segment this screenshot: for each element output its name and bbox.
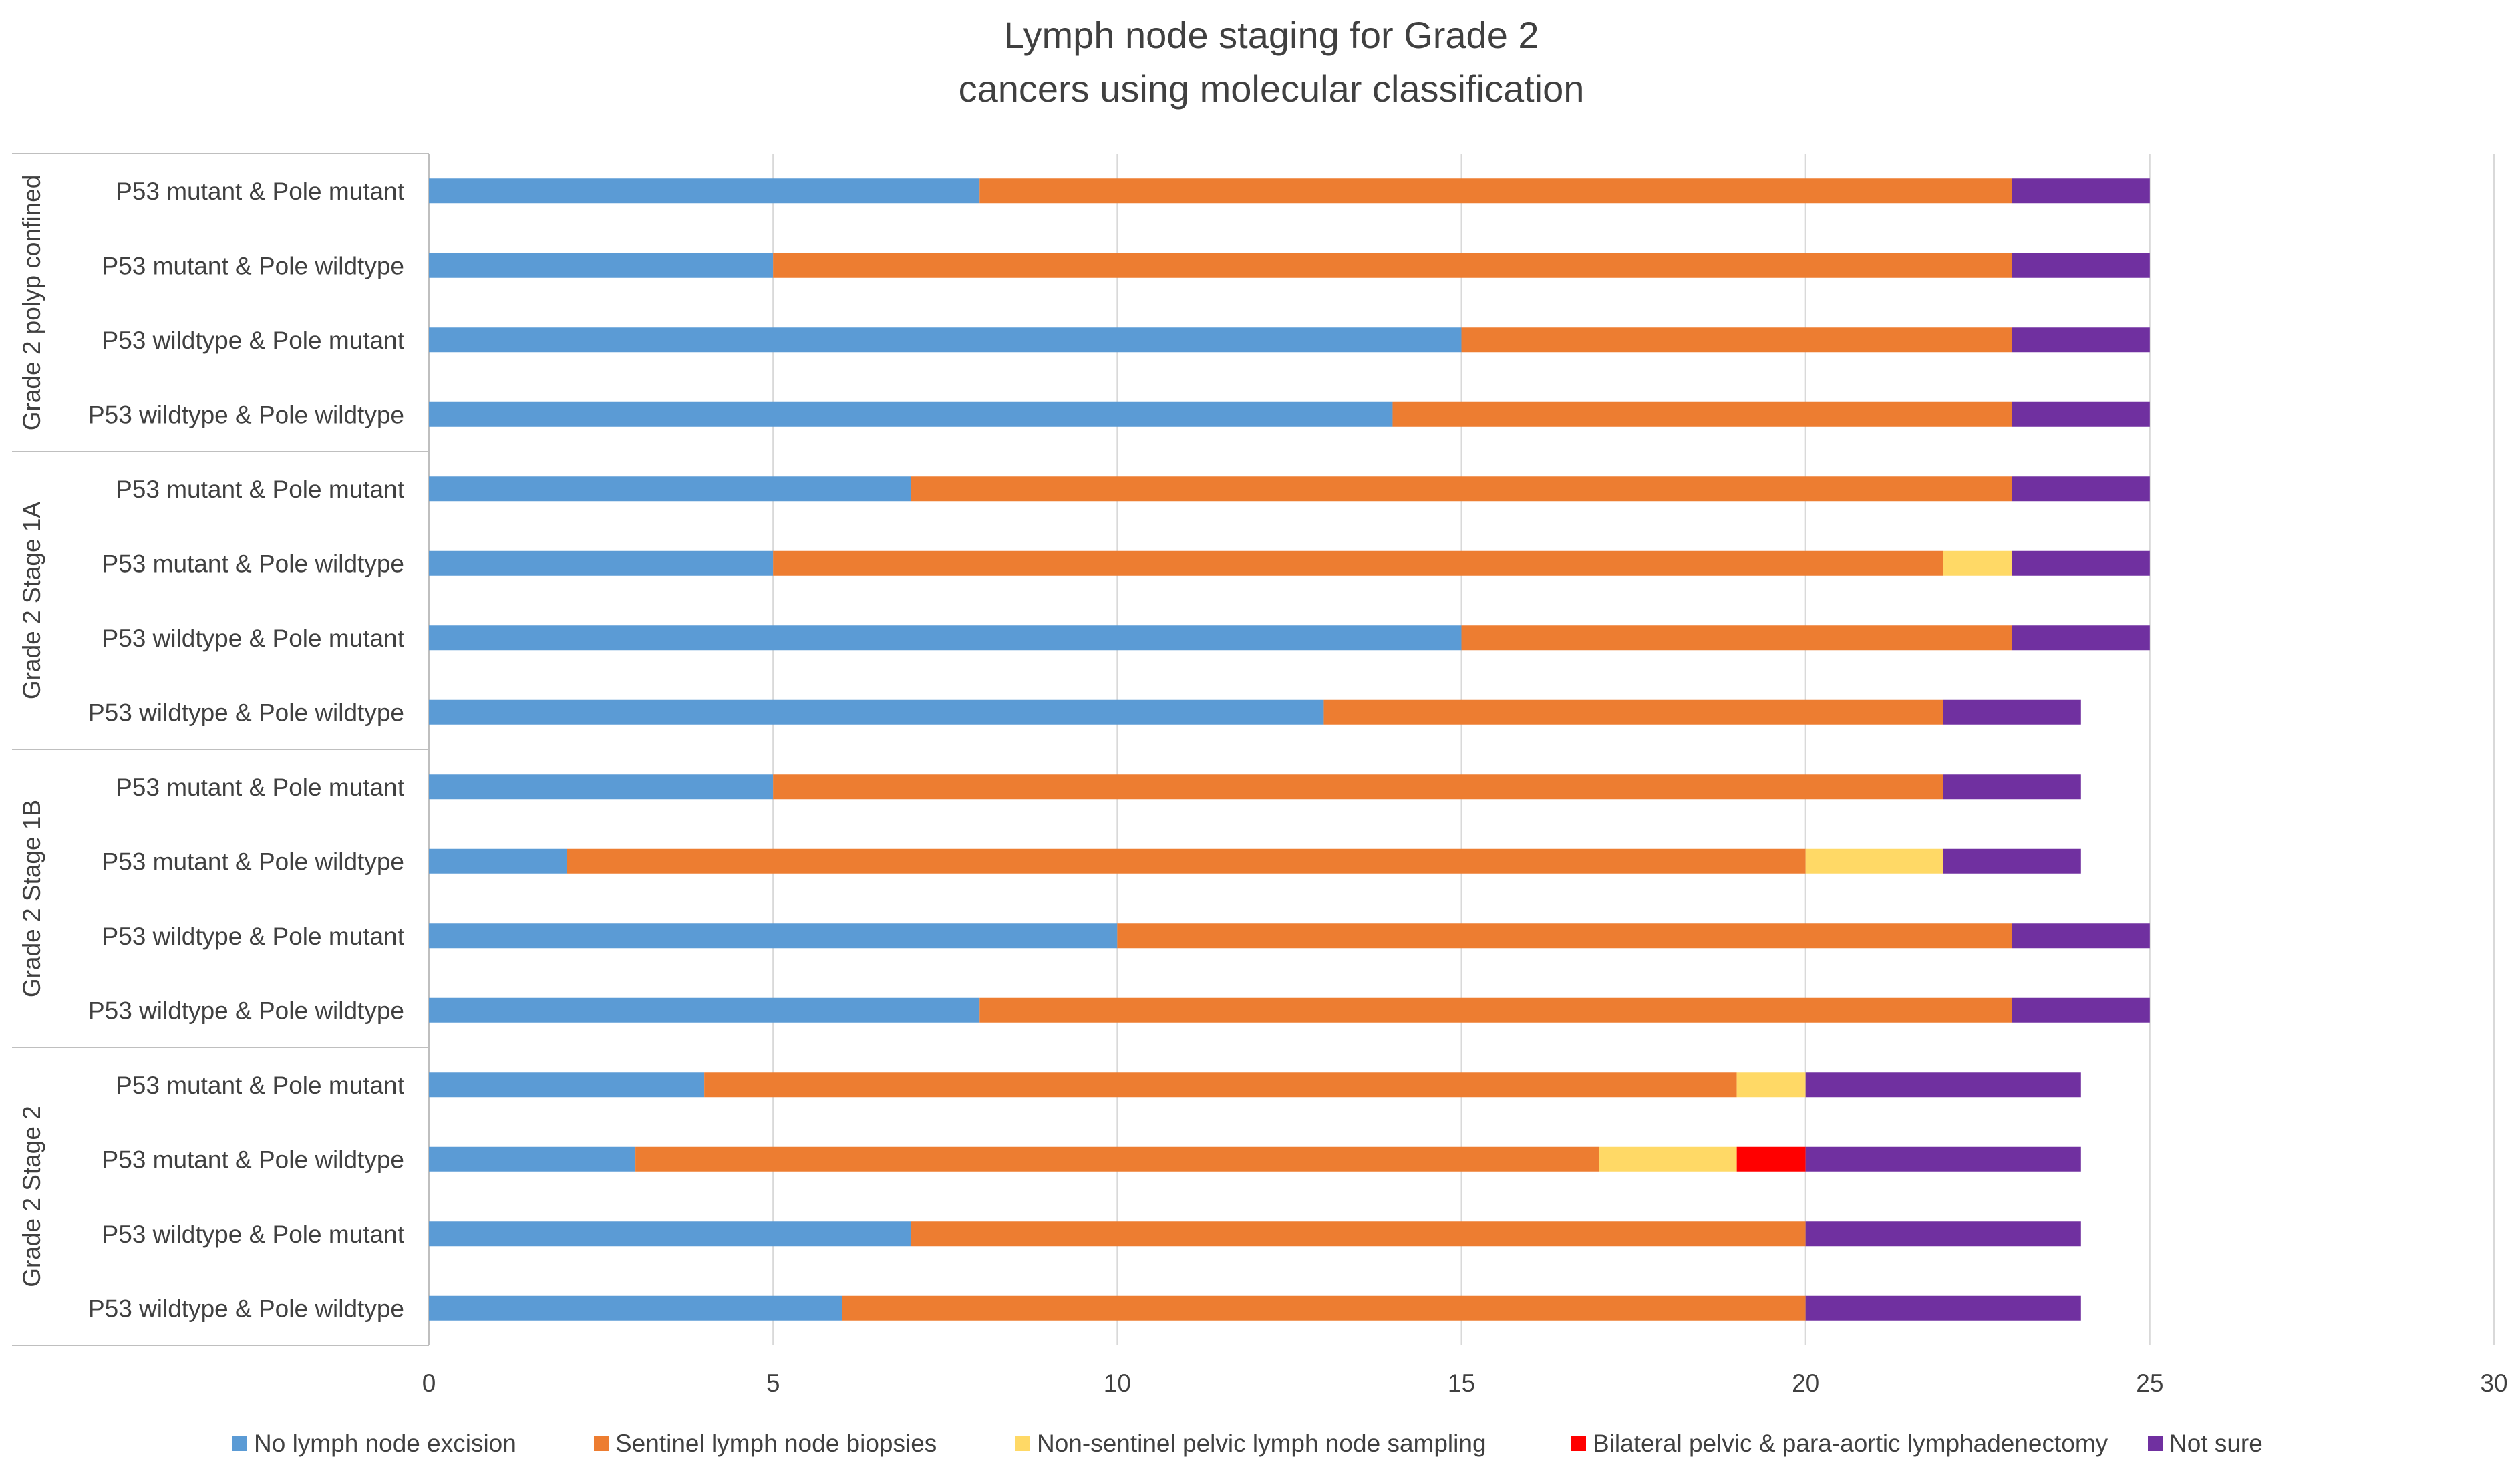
bar-segment xyxy=(1805,1295,2081,1321)
bar-segment xyxy=(429,1072,705,1098)
group-label: Grade 2 Stage 1A xyxy=(18,502,45,700)
bar-segment xyxy=(2012,327,2150,353)
bar-segment xyxy=(635,1146,1599,1172)
bar-segment xyxy=(979,997,2012,1023)
bar-segment xyxy=(2012,550,2150,576)
bar-segment xyxy=(773,550,1943,576)
group-label: Grade 2 polyp confined xyxy=(18,175,45,431)
category-label: P53 mutant & Pole mutant xyxy=(116,178,405,205)
bar-segment xyxy=(429,327,1462,353)
category-label: P53 mutant & Pole wildtype xyxy=(102,252,404,279)
bar-segment xyxy=(2012,401,2150,427)
x-tick-label: 10 xyxy=(1104,1369,1131,1397)
bar-segment xyxy=(1461,327,2012,353)
legend-label: Not sure xyxy=(2169,1430,2263,1457)
category-label: P53 wildtype & Pole wildtype xyxy=(88,1295,404,1322)
group-label: Grade 2 Stage 2 xyxy=(18,1106,45,1287)
bar-segment xyxy=(429,997,980,1023)
bar-segment xyxy=(1943,699,2081,725)
group-label: Grade 2 Stage 1B xyxy=(18,800,45,997)
bar-segment xyxy=(1805,1146,2081,1172)
bar-segment xyxy=(2012,178,2150,204)
category-label: P53 wildtype & Pole mutant xyxy=(102,923,405,950)
legend-swatch xyxy=(2148,1436,2163,1451)
category-label: P53 mutant & Pole mutant xyxy=(116,1072,405,1099)
bar-segment xyxy=(2012,923,2150,949)
category-label: P53 wildtype & Pole mutant xyxy=(102,1220,405,1248)
legend-swatch xyxy=(1015,1436,1030,1451)
x-tick-label: 5 xyxy=(766,1369,780,1397)
category-label: P53 mutant & Pole mutant xyxy=(116,476,405,503)
legend-swatch xyxy=(594,1436,609,1451)
bar-segment xyxy=(2012,253,2150,278)
bar-segment xyxy=(979,178,2012,204)
bar-segment xyxy=(1805,848,1943,874)
bar-segment xyxy=(842,1295,1806,1321)
x-tick-label: 25 xyxy=(2136,1369,2163,1397)
bar-segment xyxy=(1392,401,2012,427)
x-tick-label: 30 xyxy=(2480,1369,2507,1397)
category-label: P53 wildtype & Pole wildtype xyxy=(88,401,404,428)
bar-segment xyxy=(429,923,1118,949)
legend-label: Bilateral pelvic & para-aortic lymphaden… xyxy=(1593,1430,2108,1457)
plot-area: 0 5 10 15 20 25 30 Grade 2 polyp confined P53 mu… xyxy=(12,153,2508,1397)
legend-label: No lymph node excision xyxy=(254,1430,516,1457)
bar-segment xyxy=(1943,550,2012,576)
bar-segment xyxy=(1736,1146,1806,1172)
bar-segment xyxy=(429,550,774,576)
bar-segment xyxy=(773,774,1943,800)
legend: No lymph node excision Sentinel lymph nod… xyxy=(232,1430,2263,1457)
chart-title-line-1: Lymph node staging for Grade 2 xyxy=(1003,14,1539,56)
chart-title-line-2: cancers using molecular classification xyxy=(959,67,1585,110)
bar-segment xyxy=(429,625,1462,651)
bar-segment xyxy=(429,774,774,800)
x-tick-label: 20 xyxy=(1792,1369,1819,1397)
bar-segment xyxy=(2012,625,2150,651)
bar-segment xyxy=(1599,1146,1737,1172)
bar-segment xyxy=(429,1146,636,1172)
bar-segment xyxy=(1805,1221,2081,1247)
bar-segment xyxy=(429,1221,911,1247)
category-label: P53 wildtype & Pole mutant xyxy=(102,625,405,652)
bar-segment xyxy=(2012,476,2150,502)
bar-segment xyxy=(429,699,1324,725)
bar-segment xyxy=(2012,997,2150,1023)
x-tick-label: 15 xyxy=(1448,1369,1475,1397)
bar-segment xyxy=(1943,774,2081,800)
bar-segment xyxy=(911,1221,1806,1247)
legend-swatch xyxy=(1571,1436,1586,1451)
bar-segment xyxy=(773,253,2012,278)
legend-label: Non-sentinel pelvic lymph node sampling xyxy=(1037,1430,1486,1457)
legend-label: Sentinel lymph node biopsies xyxy=(615,1430,937,1457)
category-label: P53 mutant & Pole wildtype xyxy=(102,550,404,577)
category-label: P53 wildtype & Pole wildtype xyxy=(88,699,404,726)
bar-segment xyxy=(429,253,774,278)
bar-segment xyxy=(429,1295,842,1321)
legend-swatch xyxy=(232,1436,247,1451)
bar-segment xyxy=(429,476,911,502)
category-label: P53 wildtype & Pole wildtype xyxy=(88,997,404,1024)
x-tick-label: 0 xyxy=(422,1369,436,1397)
bar-segment xyxy=(567,848,1806,874)
bar-segment xyxy=(1805,1072,2081,1098)
category-label: P53 mutant & Pole mutant xyxy=(116,774,405,801)
bar-segment xyxy=(429,401,1393,427)
bar-segment xyxy=(429,848,567,874)
bar-segment xyxy=(1117,923,2012,949)
bar-segment xyxy=(429,178,980,204)
bar-segment xyxy=(704,1072,1737,1098)
bar-segment xyxy=(911,476,2012,502)
bar-segment xyxy=(1461,625,2012,651)
category-label: P53 mutant & Pole wildtype xyxy=(102,1146,404,1173)
category-label: P53 wildtype & Pole mutant xyxy=(102,327,405,354)
bar-segment xyxy=(1323,699,1943,725)
category-label: P53 mutant & Pole wildtype xyxy=(102,848,404,875)
bar-segment xyxy=(1736,1072,1806,1098)
bar-segment xyxy=(1943,848,2081,874)
